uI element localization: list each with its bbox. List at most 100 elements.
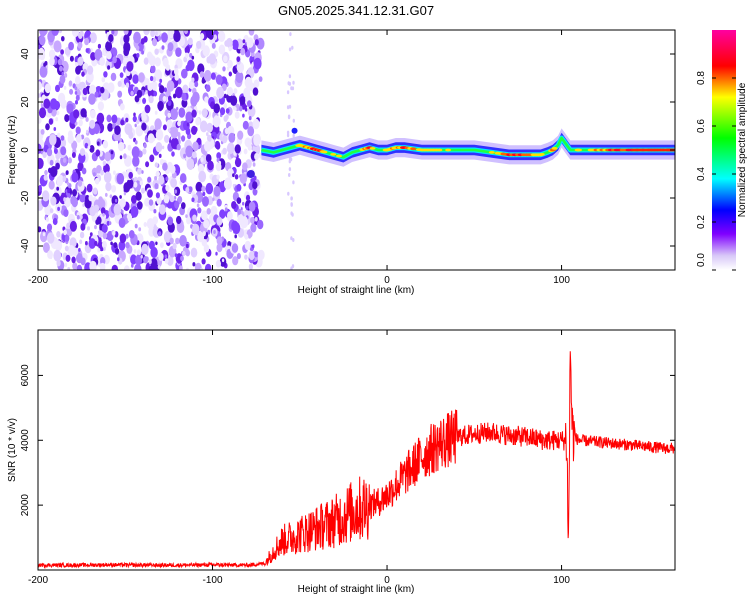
noise-speckle [176, 215, 182, 225]
x-tick-label: -200 [28, 275, 48, 286]
noise-speckle [248, 263, 253, 270]
noise-speckle [89, 145, 95, 153]
noise-speckle [207, 229, 211, 235]
noise-speckle [226, 86, 234, 97]
noise-speckle [290, 211, 293, 216]
noise-speckle [174, 253, 178, 258]
noise-speckle [141, 113, 147, 123]
noise-speckle [222, 66, 226, 72]
noise-speckle [236, 183, 242, 192]
noise-speckle [38, 226, 42, 233]
noise-speckle [140, 254, 143, 259]
noise-speckle [107, 123, 113, 132]
noise-speckle [204, 263, 212, 270]
noise-speckle [254, 251, 259, 258]
noise-speckle [236, 197, 242, 205]
noise-speckle [111, 264, 119, 270]
noise-speckle [53, 40, 62, 53]
noise-speckle [258, 76, 263, 82]
noise-speckle [97, 43, 101, 49]
noise-speckle [141, 170, 144, 174]
noise-speckle [286, 90, 290, 95]
noise-speckle [227, 211, 233, 221]
noise-speckle [92, 172, 96, 177]
noise-speckle [239, 96, 246, 105]
noise-speckle [288, 81, 292, 86]
noise-speckle [50, 196, 57, 206]
noise-speckle [138, 227, 142, 232]
noise-speckle [222, 108, 225, 112]
noise-speckle [242, 201, 245, 206]
noise-speckle [38, 93, 41, 98]
noise-speckle [290, 236, 293, 241]
ridge-hot-tail [631, 148, 675, 152]
noise-speckle [133, 181, 138, 188]
noise-speckle [175, 86, 183, 99]
noise-speckle [162, 95, 167, 102]
noise-speckle [75, 76, 81, 85]
noise-speckle [78, 119, 83, 127]
noise-speckle [38, 185, 42, 192]
snr-y-label: SNR (10 * v/v) [7, 418, 18, 482]
noise-speckle [68, 41, 74, 51]
noise-speckle [208, 53, 217, 65]
noise-speckle [292, 80, 295, 85]
noise-speckle [177, 135, 181, 140]
noise-speckle [38, 107, 47, 119]
ridge-hotspot [551, 147, 558, 150]
noise-speckle [172, 242, 177, 250]
noise-speckle [131, 146, 140, 159]
ridge-hotspot [336, 154, 342, 158]
noise-speckle [131, 263, 134, 268]
noise-speckle [106, 220, 110, 226]
ridge-hotspot [321, 150, 328, 154]
spectrogram-x-label: Height of straight line (km) [298, 285, 415, 296]
noise-speckle [210, 72, 216, 80]
noise-speckle [133, 249, 137, 254]
noise-speckle [81, 167, 87, 175]
noise-speckle [63, 197, 67, 202]
noise-speckle [181, 68, 188, 79]
noise-speckle [48, 167, 52, 174]
noise-speckle [114, 248, 120, 255]
noise-speckle [101, 240, 107, 249]
noise-speckle [105, 182, 112, 192]
noise-speckle [219, 209, 226, 219]
noise-speckle [216, 157, 220, 163]
noise-speckle [81, 71, 85, 77]
noise-speckle [117, 257, 120, 262]
noise-speckle [228, 71, 232, 77]
noise-speckle [111, 114, 118, 124]
noise-speckle [148, 265, 153, 270]
noise-speckle [161, 32, 168, 43]
noise-speckle [111, 195, 119, 206]
noise-speckle [155, 129, 164, 141]
noise-speckle [109, 194, 113, 199]
noise-speckle [117, 141, 125, 152]
noise-speckle [136, 119, 140, 125]
noise-speckle [177, 120, 181, 127]
ridge-hotspot [488, 151, 495, 154]
noise-speckle [102, 140, 109, 149]
noise-speckle [202, 196, 209, 207]
noise-speckle [234, 157, 242, 168]
noise-speckle [223, 177, 232, 190]
noise-speckle [49, 159, 54, 166]
noise-speckle [74, 91, 78, 95]
noise-speckle [192, 141, 199, 152]
noise-speckle [174, 200, 180, 209]
spectrogram-signal-ridge [246, 127, 675, 178]
noise-speckle [125, 233, 129, 239]
noise-speckle [84, 37, 90, 46]
noise-speckle [151, 136, 156, 142]
noise-speckle [159, 85, 165, 94]
noise-speckle [181, 135, 186, 142]
noise-speckle [78, 32, 83, 39]
noise-speckle [162, 162, 168, 171]
noise-speckle [205, 84, 211, 92]
noise-speckle [169, 237, 174, 245]
noise-speckle [217, 30, 226, 42]
noise-speckle [45, 217, 50, 222]
noise-speckle [106, 51, 112, 60]
noise-speckle [202, 191, 206, 197]
